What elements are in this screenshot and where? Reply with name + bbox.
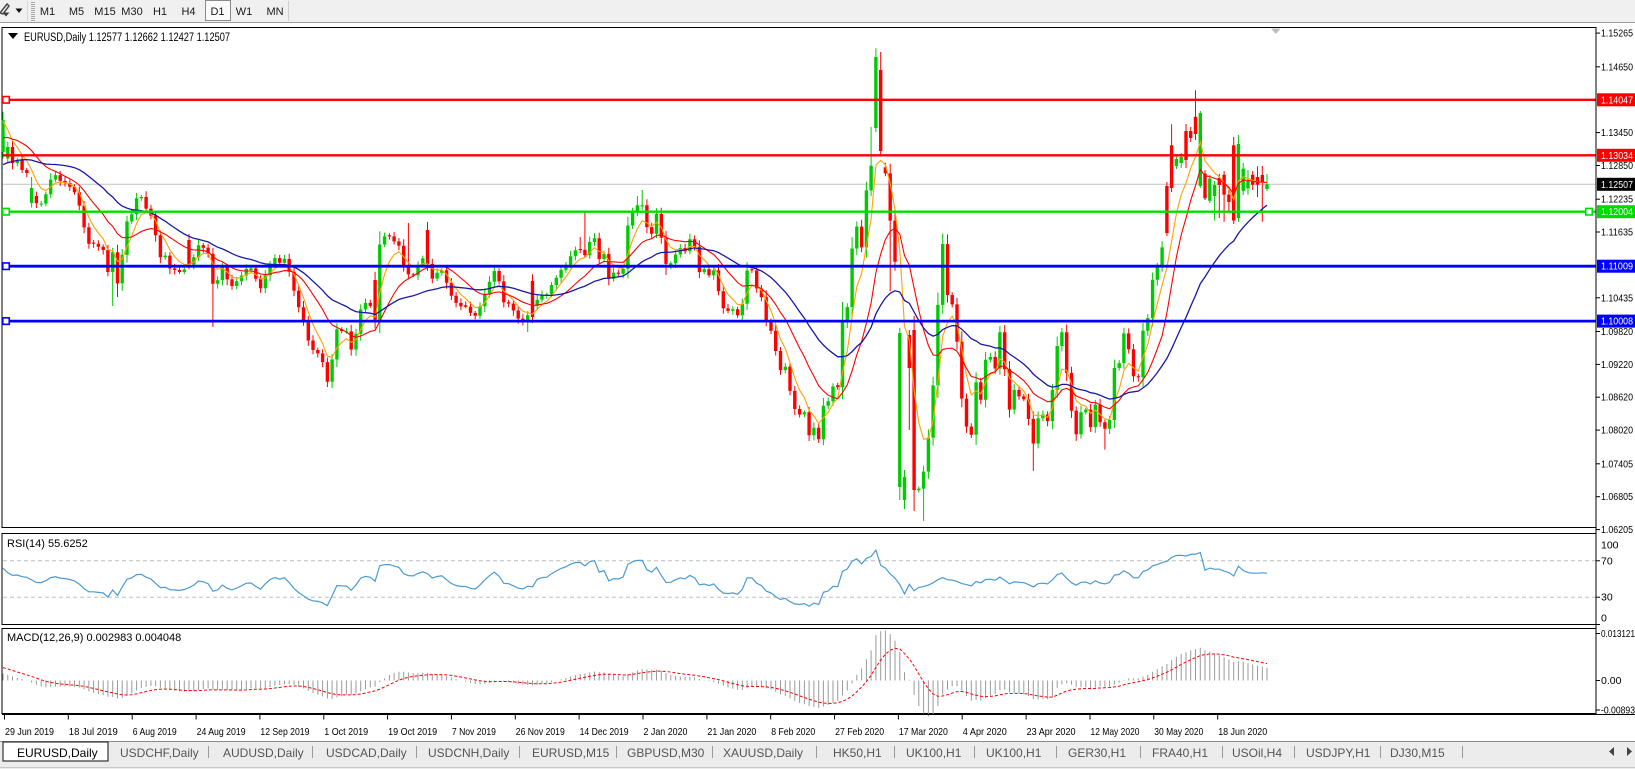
svg-text:23 Apr 2020: 23 Apr 2020 [1027, 726, 1076, 738]
svg-text:USOil,H4: USOil,H4 [1232, 746, 1282, 760]
svg-text:M30: M30 [121, 6, 142, 18]
svg-text:1.11635: 1.11635 [1601, 227, 1633, 239]
svg-text:6 Aug 2019: 6 Aug 2019 [133, 726, 177, 738]
svg-text:1.12850: 1.12850 [1601, 160, 1633, 172]
svg-text:M1: M1 [40, 6, 55, 18]
svg-text:H4: H4 [181, 6, 195, 18]
svg-text:26 Nov 2019: 26 Nov 2019 [516, 726, 565, 738]
svg-text:18 Jul 2019: 18 Jul 2019 [69, 726, 118, 738]
svg-text:M5: M5 [69, 6, 84, 18]
svg-text:-0.00893: -0.00893 [1601, 705, 1635, 717]
svg-text:100: 100 [1601, 539, 1619, 551]
svg-text:1.08020: 1.08020 [1601, 425, 1633, 437]
svg-text:1.14047: 1.14047 [1601, 94, 1633, 106]
svg-text:1.13450: 1.13450 [1601, 127, 1633, 139]
svg-text:19 Oct 2019: 19 Oct 2019 [388, 726, 437, 738]
svg-text:H1: H1 [153, 6, 167, 18]
svg-text:1.08620: 1.08620 [1601, 392, 1633, 404]
svg-text:UK100,H1: UK100,H1 [906, 746, 962, 760]
svg-text:MN: MN [266, 6, 283, 18]
svg-text:GBPUSD,M30: GBPUSD,M30 [627, 746, 705, 760]
svg-text:27 Feb 2020: 27 Feb 2020 [835, 726, 884, 738]
svg-text:30 May 2020: 30 May 2020 [1154, 726, 1203, 738]
svg-text:18 Jun 2020: 18 Jun 2020 [1218, 726, 1267, 738]
svg-text:MACD(12,26,9) 0.002983 0.00404: MACD(12,26,9) 0.002983 0.004048 [7, 632, 181, 644]
svg-text:1.11009: 1.11009 [1601, 261, 1633, 273]
svg-text:4 Apr 2020: 4 Apr 2020 [963, 726, 1007, 738]
svg-text:USDCAD,Daily: USDCAD,Daily [326, 746, 407, 760]
svg-text:FRA40,H1: FRA40,H1 [1152, 746, 1208, 760]
svg-text:1.10008: 1.10008 [1601, 316, 1633, 328]
svg-text:70: 70 [1601, 555, 1613, 567]
svg-text:EURUSD,Daily 1.12577 1.12662: EURUSD,Daily 1.12577 1.12662 1.12427 1.1… [24, 32, 230, 44]
svg-text:HK50,H1: HK50,H1 [833, 746, 882, 760]
svg-text:1.13034: 1.13034 [1601, 150, 1633, 162]
svg-text:12 Sep 2019: 12 Sep 2019 [260, 726, 309, 738]
svg-text:W1: W1 [236, 6, 253, 18]
svg-text:0.013121: 0.013121 [1601, 628, 1635, 640]
svg-text:17 Mar 2020: 17 Mar 2020 [899, 726, 948, 738]
svg-text:RSI(14) 55.6252: RSI(14) 55.6252 [7, 538, 88, 550]
svg-text:0: 0 [1601, 612, 1607, 624]
svg-text:1.09820: 1.09820 [1601, 326, 1633, 338]
svg-text:24 Aug 2019: 24 Aug 2019 [197, 726, 246, 738]
svg-text:1 Oct 2019: 1 Oct 2019 [324, 726, 368, 738]
svg-text:1.14650: 1.14650 [1601, 61, 1633, 73]
svg-text:USDCNH,Daily: USDCNH,Daily [428, 746, 509, 760]
svg-text:UK100,H1: UK100,H1 [986, 746, 1042, 760]
svg-text:14 Dec 2019: 14 Dec 2019 [580, 726, 629, 738]
svg-text:7 Nov 2019: 7 Nov 2019 [452, 726, 496, 738]
svg-text:29 Jun 2019: 29 Jun 2019 [5, 726, 54, 738]
svg-text:2 Jan 2020: 2 Jan 2020 [644, 726, 688, 738]
svg-text:1.12004: 1.12004 [1601, 206, 1633, 218]
svg-text:21 Jan 2020: 21 Jan 2020 [707, 726, 756, 738]
svg-text:XAUUSD,Daily: XAUUSD,Daily [723, 746, 803, 760]
svg-text:1.09220: 1.09220 [1601, 359, 1633, 371]
svg-text:DJ30,M15: DJ30,M15 [1390, 746, 1445, 760]
svg-text:30: 30 [1601, 592, 1613, 604]
svg-text:USDCHF,Daily: USDCHF,Daily [120, 746, 199, 760]
svg-text:1.10435: 1.10435 [1601, 292, 1633, 304]
svg-text:EURUSD,Daily: EURUSD,Daily [17, 746, 98, 760]
svg-text:GER30,H1: GER30,H1 [1068, 746, 1126, 760]
svg-text:8 Feb 2020: 8 Feb 2020 [771, 726, 815, 738]
svg-text:12 May 2020: 12 May 2020 [1091, 726, 1140, 738]
svg-text:0.00: 0.00 [1601, 675, 1622, 687]
svg-text:D1: D1 [210, 6, 224, 18]
svg-text:1.06205: 1.06205 [1601, 524, 1633, 536]
svg-text:USDJPY,H1: USDJPY,H1 [1306, 746, 1371, 760]
svg-text:M15: M15 [94, 6, 115, 18]
svg-text:EURUSD,M15: EURUSD,M15 [532, 746, 610, 760]
svg-text:1.12507: 1.12507 [1601, 179, 1633, 191]
svg-text:1.07405: 1.07405 [1601, 458, 1633, 470]
svg-text:1.15265: 1.15265 [1601, 28, 1633, 40]
svg-text:1.12235: 1.12235 [1601, 194, 1633, 206]
svg-text:1.06805: 1.06805 [1601, 491, 1633, 503]
svg-text:AUDUSD,Daily: AUDUSD,Daily [223, 746, 304, 760]
